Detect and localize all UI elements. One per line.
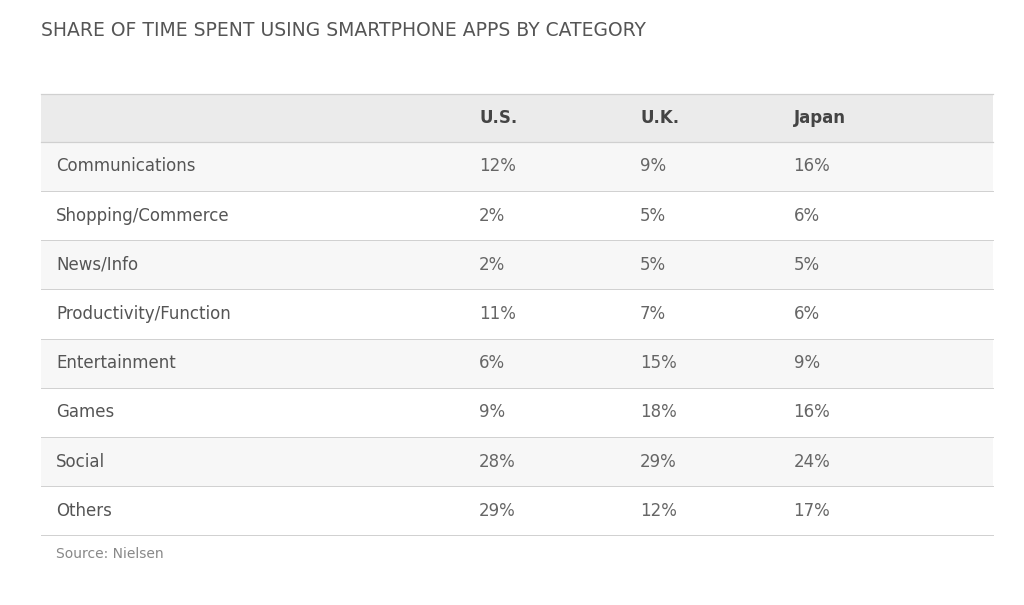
Text: 12%: 12% <box>640 502 677 520</box>
Text: Entertainment: Entertainment <box>56 354 176 372</box>
Text: 9%: 9% <box>640 157 667 175</box>
Text: 6%: 6% <box>794 305 820 323</box>
Text: 16%: 16% <box>794 404 830 422</box>
Text: Communications: Communications <box>56 157 196 175</box>
Text: 28%: 28% <box>479 453 516 471</box>
Text: 7%: 7% <box>640 305 667 323</box>
Text: 11%: 11% <box>479 305 516 323</box>
Text: 24%: 24% <box>794 453 830 471</box>
Text: Others: Others <box>56 502 113 520</box>
Text: 6%: 6% <box>479 354 506 372</box>
Text: SHARE OF TIME SPENT USING SMARTPHONE APPS BY CATEGORY: SHARE OF TIME SPENT USING SMARTPHONE APP… <box>41 21 646 40</box>
Text: Japan: Japan <box>794 109 846 127</box>
Text: 15%: 15% <box>640 354 677 372</box>
Text: Productivity/Function: Productivity/Function <box>56 305 231 323</box>
Text: Games: Games <box>56 404 115 422</box>
Text: Social: Social <box>56 453 105 471</box>
Text: U.S.: U.S. <box>479 109 517 127</box>
Text: 12%: 12% <box>479 157 516 175</box>
Text: 29%: 29% <box>479 502 516 520</box>
Text: 6%: 6% <box>794 206 820 224</box>
Text: Shopping/Commerce: Shopping/Commerce <box>56 206 230 224</box>
Text: 18%: 18% <box>640 404 677 422</box>
Text: 5%: 5% <box>794 256 820 274</box>
Text: 2%: 2% <box>479 256 506 274</box>
Text: 16%: 16% <box>794 157 830 175</box>
Text: 17%: 17% <box>794 502 830 520</box>
Text: Source: Nielsen: Source: Nielsen <box>56 546 164 561</box>
Text: 29%: 29% <box>640 453 677 471</box>
Text: U.K.: U.K. <box>640 109 679 127</box>
Text: 9%: 9% <box>479 404 506 422</box>
Text: 2%: 2% <box>479 206 506 224</box>
Text: 5%: 5% <box>640 256 667 274</box>
Text: 5%: 5% <box>640 206 667 224</box>
Text: 9%: 9% <box>794 354 820 372</box>
Text: News/Info: News/Info <box>56 256 138 274</box>
